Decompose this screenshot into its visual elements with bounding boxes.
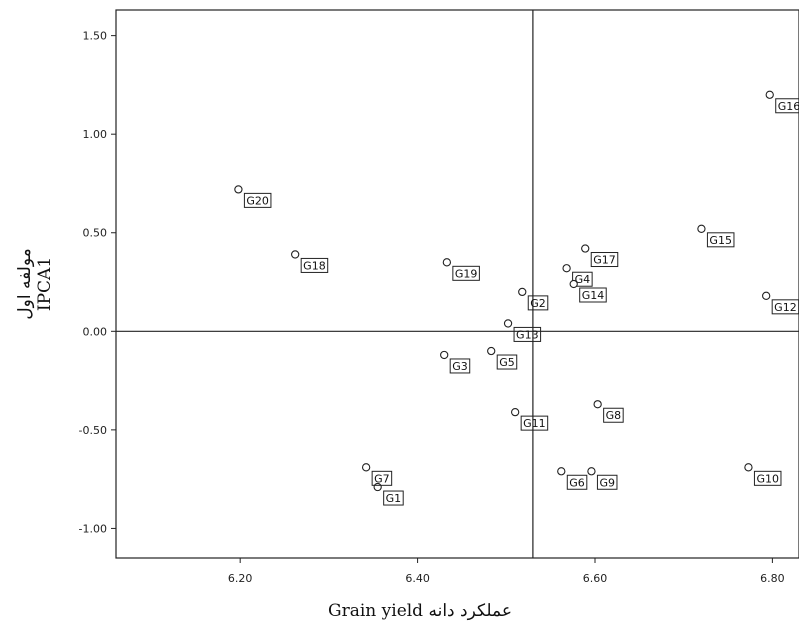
point-label-box <box>706 232 735 248</box>
point-label: G10 <box>756 472 779 485</box>
y-tick-label: 1.50 <box>83 30 108 43</box>
point-label: G17 <box>593 254 616 267</box>
point-marker <box>744 463 753 472</box>
point-label: G8 <box>606 409 622 422</box>
point-label: G15 <box>709 234 732 247</box>
point-label-box <box>449 358 471 374</box>
point-label-box <box>243 192 272 208</box>
point-label-box <box>572 271 593 287</box>
y-axis-title-line2: IPCA1 <box>35 257 55 311</box>
x-tick-label: 6.60 <box>583 572 608 585</box>
point-label: G12 <box>774 301 797 314</box>
data-point-g2: G2 <box>518 287 549 311</box>
point-marker <box>518 287 527 297</box>
point-label-box <box>753 470 782 486</box>
point-label: G13 <box>516 328 539 341</box>
data-point-g15: G15 <box>697 224 735 248</box>
data-point-g9: G9 <box>587 467 618 490</box>
point-label: G11 <box>523 417 546 430</box>
point-marker <box>291 250 300 259</box>
point-label-box <box>566 474 588 490</box>
data-point-g19: G19 <box>442 258 480 281</box>
x-tick-label: 6.40 <box>405 572 430 585</box>
point-label: G20 <box>246 194 269 207</box>
point-label-box <box>513 326 542 342</box>
point-label: G7 <box>374 472 390 485</box>
point-label: G5 <box>499 356 515 369</box>
y-tick-label: 0.50 <box>83 227 108 240</box>
point-marker <box>503 319 513 328</box>
data-point-g4: G4 <box>562 264 593 287</box>
point-marker <box>511 407 520 417</box>
y-tick-label: -1.00 <box>79 522 107 535</box>
point-label: G19 <box>455 267 478 280</box>
y-axis-ticks: 1.50 1.00 0.50 0.00 -0.50 -1.00 <box>79 30 116 535</box>
point-label-box <box>579 287 607 303</box>
point-label-box <box>596 474 618 490</box>
point-label: G16 <box>778 100 799 113</box>
data-point-g5: G5 <box>487 346 518 370</box>
point-marker <box>593 400 602 409</box>
data-point-g17: G17 <box>581 244 619 268</box>
data-points: G1 G2 G3 G4 G5 G6 G7 G8 G9 G10 G11 G12 G13 G14 G15 G16 G… <box>234 90 799 506</box>
point-label: G9 <box>599 476 615 489</box>
data-point-g11: G11 <box>511 407 549 431</box>
point-marker <box>587 467 596 476</box>
x-tick-label: 6.20 <box>228 572 253 585</box>
y-tick-label: 0.00 <box>83 325 108 338</box>
point-label: G4 <box>575 273 591 286</box>
point-label-box <box>775 98 799 114</box>
point-marker <box>697 224 706 233</box>
data-point-g16: G16 <box>765 90 799 114</box>
point-marker <box>234 185 243 194</box>
point-label-box <box>371 470 393 486</box>
plot-frame <box>115 9 799 559</box>
data-point-g10: G10 <box>744 463 782 486</box>
point-label-box <box>452 265 480 281</box>
data-point-g3: G3 <box>440 350 471 374</box>
data-point-g1: G1 <box>373 482 404 506</box>
data-point-g20: G20 <box>234 185 272 208</box>
point-marker <box>765 90 774 99</box>
x-axis-title: عملکرد دانه Grain yield <box>328 601 512 621</box>
y-axis-title-line1: مولفه اول <box>15 248 35 319</box>
point-label: G6 <box>569 476 585 489</box>
plot-area <box>115 9 799 559</box>
point-marker <box>762 291 771 300</box>
data-point-g14: G14 <box>569 279 607 303</box>
point-label-box <box>383 490 404 506</box>
data-point-g13: G13 <box>503 319 542 342</box>
point-label: G14 <box>582 289 605 302</box>
point-marker <box>487 346 496 356</box>
point-label-box <box>300 257 329 273</box>
point-label: G2 <box>530 297 546 310</box>
point-label-box <box>527 295 549 311</box>
x-tick-label: 6.80 <box>760 572 785 585</box>
data-point-g12: G12 <box>762 291 799 315</box>
point-label: G1 <box>386 492 402 505</box>
point-marker <box>569 279 578 289</box>
x-axis-ticks: 6.20 6.40 6.60 6.80 <box>228 558 785 585</box>
point-marker <box>361 463 371 472</box>
point-label: G3 <box>452 360 468 373</box>
point-marker <box>442 258 452 267</box>
point-label-box <box>520 415 549 431</box>
point-marker <box>440 350 449 360</box>
y-axis-title: مولفه اول IPCA1 <box>15 248 55 319</box>
data-point-g8: G8 <box>593 400 624 423</box>
data-point-g6: G6 <box>557 467 588 490</box>
point-marker <box>581 244 590 253</box>
point-label-box <box>590 252 619 268</box>
point-marker <box>562 264 571 273</box>
y-tick-label: 1.00 <box>83 128 108 141</box>
data-point-g18: G18 <box>291 250 329 273</box>
data-point-g7: G7 <box>361 463 393 486</box>
point-marker <box>557 467 566 476</box>
y-tick-label: -0.50 <box>79 424 107 437</box>
point-label-box <box>603 407 624 423</box>
point-label: G18 <box>303 259 326 272</box>
point-label-box <box>496 354 518 370</box>
